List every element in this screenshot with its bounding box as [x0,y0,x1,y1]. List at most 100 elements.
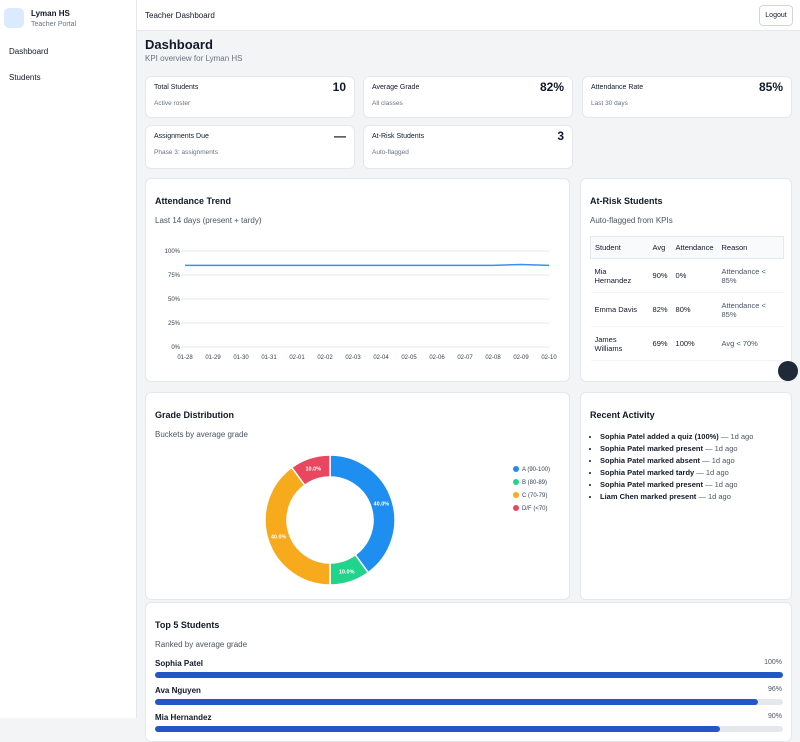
y-tick-label: 75% [168,273,181,279]
student-name: Sophia Patel [155,659,204,668]
floating-button[interactable] [778,361,798,381]
slice-label: 40.0% [374,501,390,507]
kpi-value: 85% [758,80,783,94]
activity-card: Recent Activity Sophia Patel added a qui… [580,392,792,600]
kpi-value: 3 [557,129,564,143]
card-title: Recent Activity [590,410,655,420]
attendance-card: Attendance Trend Last 14 days (present +… [145,178,570,382]
nav-link[interactable]: Dashboard [9,47,49,56]
legend-label: D/F (<70) [522,506,548,512]
logout-button[interactable]: Logout [759,5,793,26]
line-chart: 0% 25% 50% 75% 100% 01-28 01-29 01-30 01-31 02-01… [165,249,558,361]
card-title: Top 5 Students [155,620,220,630]
table-cell: Mia Hernandez [594,266,632,285]
bar [155,699,758,705]
column-header: Reason [721,243,748,252]
bar [155,672,783,678]
kpi-label: Total Students [154,84,199,91]
kpi-note: All classes [372,100,403,107]
kpi-card: Attendance Rate 85% Last 30 days [582,76,792,118]
bar [155,726,721,732]
legend-swatch [513,466,519,472]
at-risk-card: At-Risk Students Auto-flagged from KPIs … [580,178,792,382]
kpi-card: At-Risk Students 3 Auto-flagged [363,125,573,169]
activity-item: Sophia Patel marked tardy — 1d ago [600,467,753,479]
activity-time: — 1d ago [720,432,754,441]
sidebar: Lyman HS Teacher Portal Dashboard Studen… [0,0,137,718]
at-risk-table: Student Avg Attendance Reason Mia Hernandez 9… [590,236,784,361]
student-grade: 96% [767,686,782,693]
x-tick-label: 02-07 [457,355,473,361]
student-grade: 90% [767,713,782,720]
activity-text: Liam Chen marked present [600,492,697,501]
column-header: Avg [652,243,666,252]
kpi-note: Last 30 days [591,100,628,107]
x-tick-label: 01-30 [233,355,249,361]
x-tick-label: 01-29 [205,355,221,361]
kpi-label: Attendance Rate [591,84,644,91]
x-tick-label: 02-09 [513,355,529,361]
card-subtitle: Buckets by average grade [155,430,248,439]
activity-time: — 1d ago [705,480,738,489]
y-tick-label: 50% [168,297,181,303]
brand-subtitle: Teacher Portal [31,21,77,28]
table-cell: 69% [652,339,668,348]
topbar: Teacher Dashboard Logout [137,0,800,31]
table-cell: 0% [675,271,687,280]
card-subtitle: Last 14 days (present + tardy) [155,216,262,225]
donut-slice [264,466,331,586]
slice-label: 10.0% [306,467,322,473]
slice-label: 40.0% [271,535,287,541]
x-tick-label: 02-06 [429,355,445,361]
activity-item: Liam Chen marked present — 1d ago [600,491,753,503]
donut-slice [329,454,396,574]
activity-item: Sophia Patel marked absent — 1d ago [600,455,753,467]
card-title: Attendance Trend [155,196,232,206]
table-cell: Avg < 70% [721,339,758,348]
topbar-title: Teacher Dashboard [145,11,215,20]
x-tick-label: 02-10 [541,355,557,361]
line [185,263,550,267]
table-row: James Williams 69% 100% Avg < 70% [590,327,784,361]
activity-list: Sophia Patel added a quiz (100%) — 1d ag… [590,431,753,503]
kpi-note: Auto-flagged [372,149,409,156]
card-subtitle: Ranked by average grade [155,640,248,649]
kpi-label: Average Grade [372,84,420,91]
donut-slice [290,454,331,487]
legend-swatch [513,479,519,485]
table-cell: Attendance < 85% [721,300,766,319]
kpi-value: 82% [539,80,564,94]
kpi-value: 10 [332,80,346,94]
page-subtitle: KPI overview for Lyman HS [145,54,243,63]
nav-link[interactable]: Students [9,73,41,82]
student-grade: 100% [764,659,782,666]
x-tick-label: 02-05 [401,355,417,361]
y-tick-label: 0% [171,345,180,351]
card-subtitle: Auto-flagged from KPIs [590,216,673,225]
page: {"sidebar": {"brand": "Lyman HS", "subti… [0,0,800,718]
legend-swatch [513,492,519,498]
activity-text: Sophia Patel marked present [600,444,703,453]
x-tick-label: 02-04 [373,355,389,361]
legend-swatch [513,505,519,511]
activity-item: Sophia Patel marked present — 1d ago [600,479,753,491]
table-cell: Emma Davis [594,305,638,314]
x-tick-label: 02-03 [345,355,361,361]
legend-label: C (70-79) [522,493,547,499]
activity-item: Sophia Patel marked present — 1d ago [600,443,753,455]
card-title: At-Risk Students [590,196,663,206]
kpi-note: Phase 3: assignments [154,149,218,156]
table-cell: 80% [675,305,691,314]
table-cell: 100% [675,339,695,348]
donut-chart: 40.0% A (90-100) 10.0% B (80-89) 40.0% C (70-… [264,454,550,586]
table-cell: James Williams [594,334,623,353]
grade-card: Grade Distribution Buckets by average gr… [145,392,570,600]
slice-label: 10.0% [339,569,355,575]
activity-text: Sophia Patel added a quiz (100%) [600,432,719,441]
table-header: Student Avg Attendance Reason [590,236,784,259]
table-cell: 90% [652,271,668,280]
activity-time: — 1d ago [702,456,735,465]
y-tick-label: 100% [165,249,181,255]
column-header: Attendance [675,243,714,252]
kpi-card: Total Students 10 Active roster [145,76,355,118]
